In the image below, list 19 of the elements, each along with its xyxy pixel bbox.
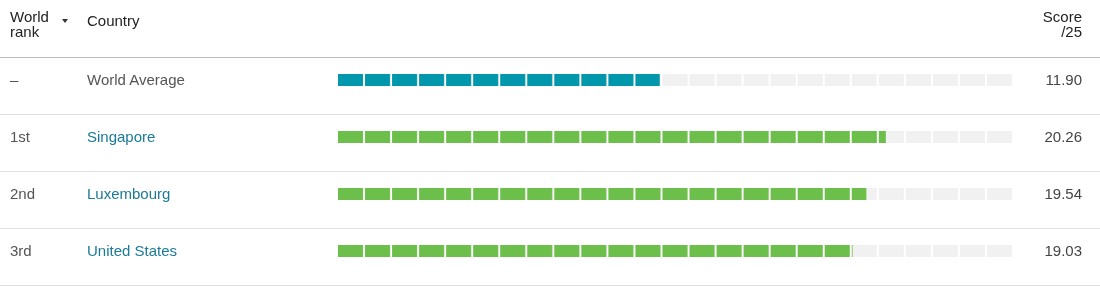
data-label: 20.26	[1044, 128, 1082, 145]
data-label: 11.90	[1045, 71, 1082, 88]
text: 2nd	[10, 185, 36, 202]
bar	[338, 245, 853, 257]
text: World rank	[10, 8, 49, 40]
bar	[338, 188, 867, 200]
bar	[338, 131, 886, 143]
bar	[338, 74, 660, 86]
y-tick-label: Singapore	[87, 128, 156, 145]
y-tick-label: United States	[87, 242, 178, 259]
text: –	[10, 71, 19, 88]
text: 1st	[10, 128, 31, 145]
y-axis-title: Country	[87, 12, 141, 29]
x-axis-title: Score /25	[1042, 8, 1082, 40]
data-label: 19.54	[1044, 185, 1082, 202]
text: 3rd	[10, 242, 32, 259]
data-label: 19.03	[1044, 242, 1082, 259]
y-tick-label: Luxembourg	[87, 185, 171, 202]
y-tick-label: World Average	[87, 71, 185, 88]
